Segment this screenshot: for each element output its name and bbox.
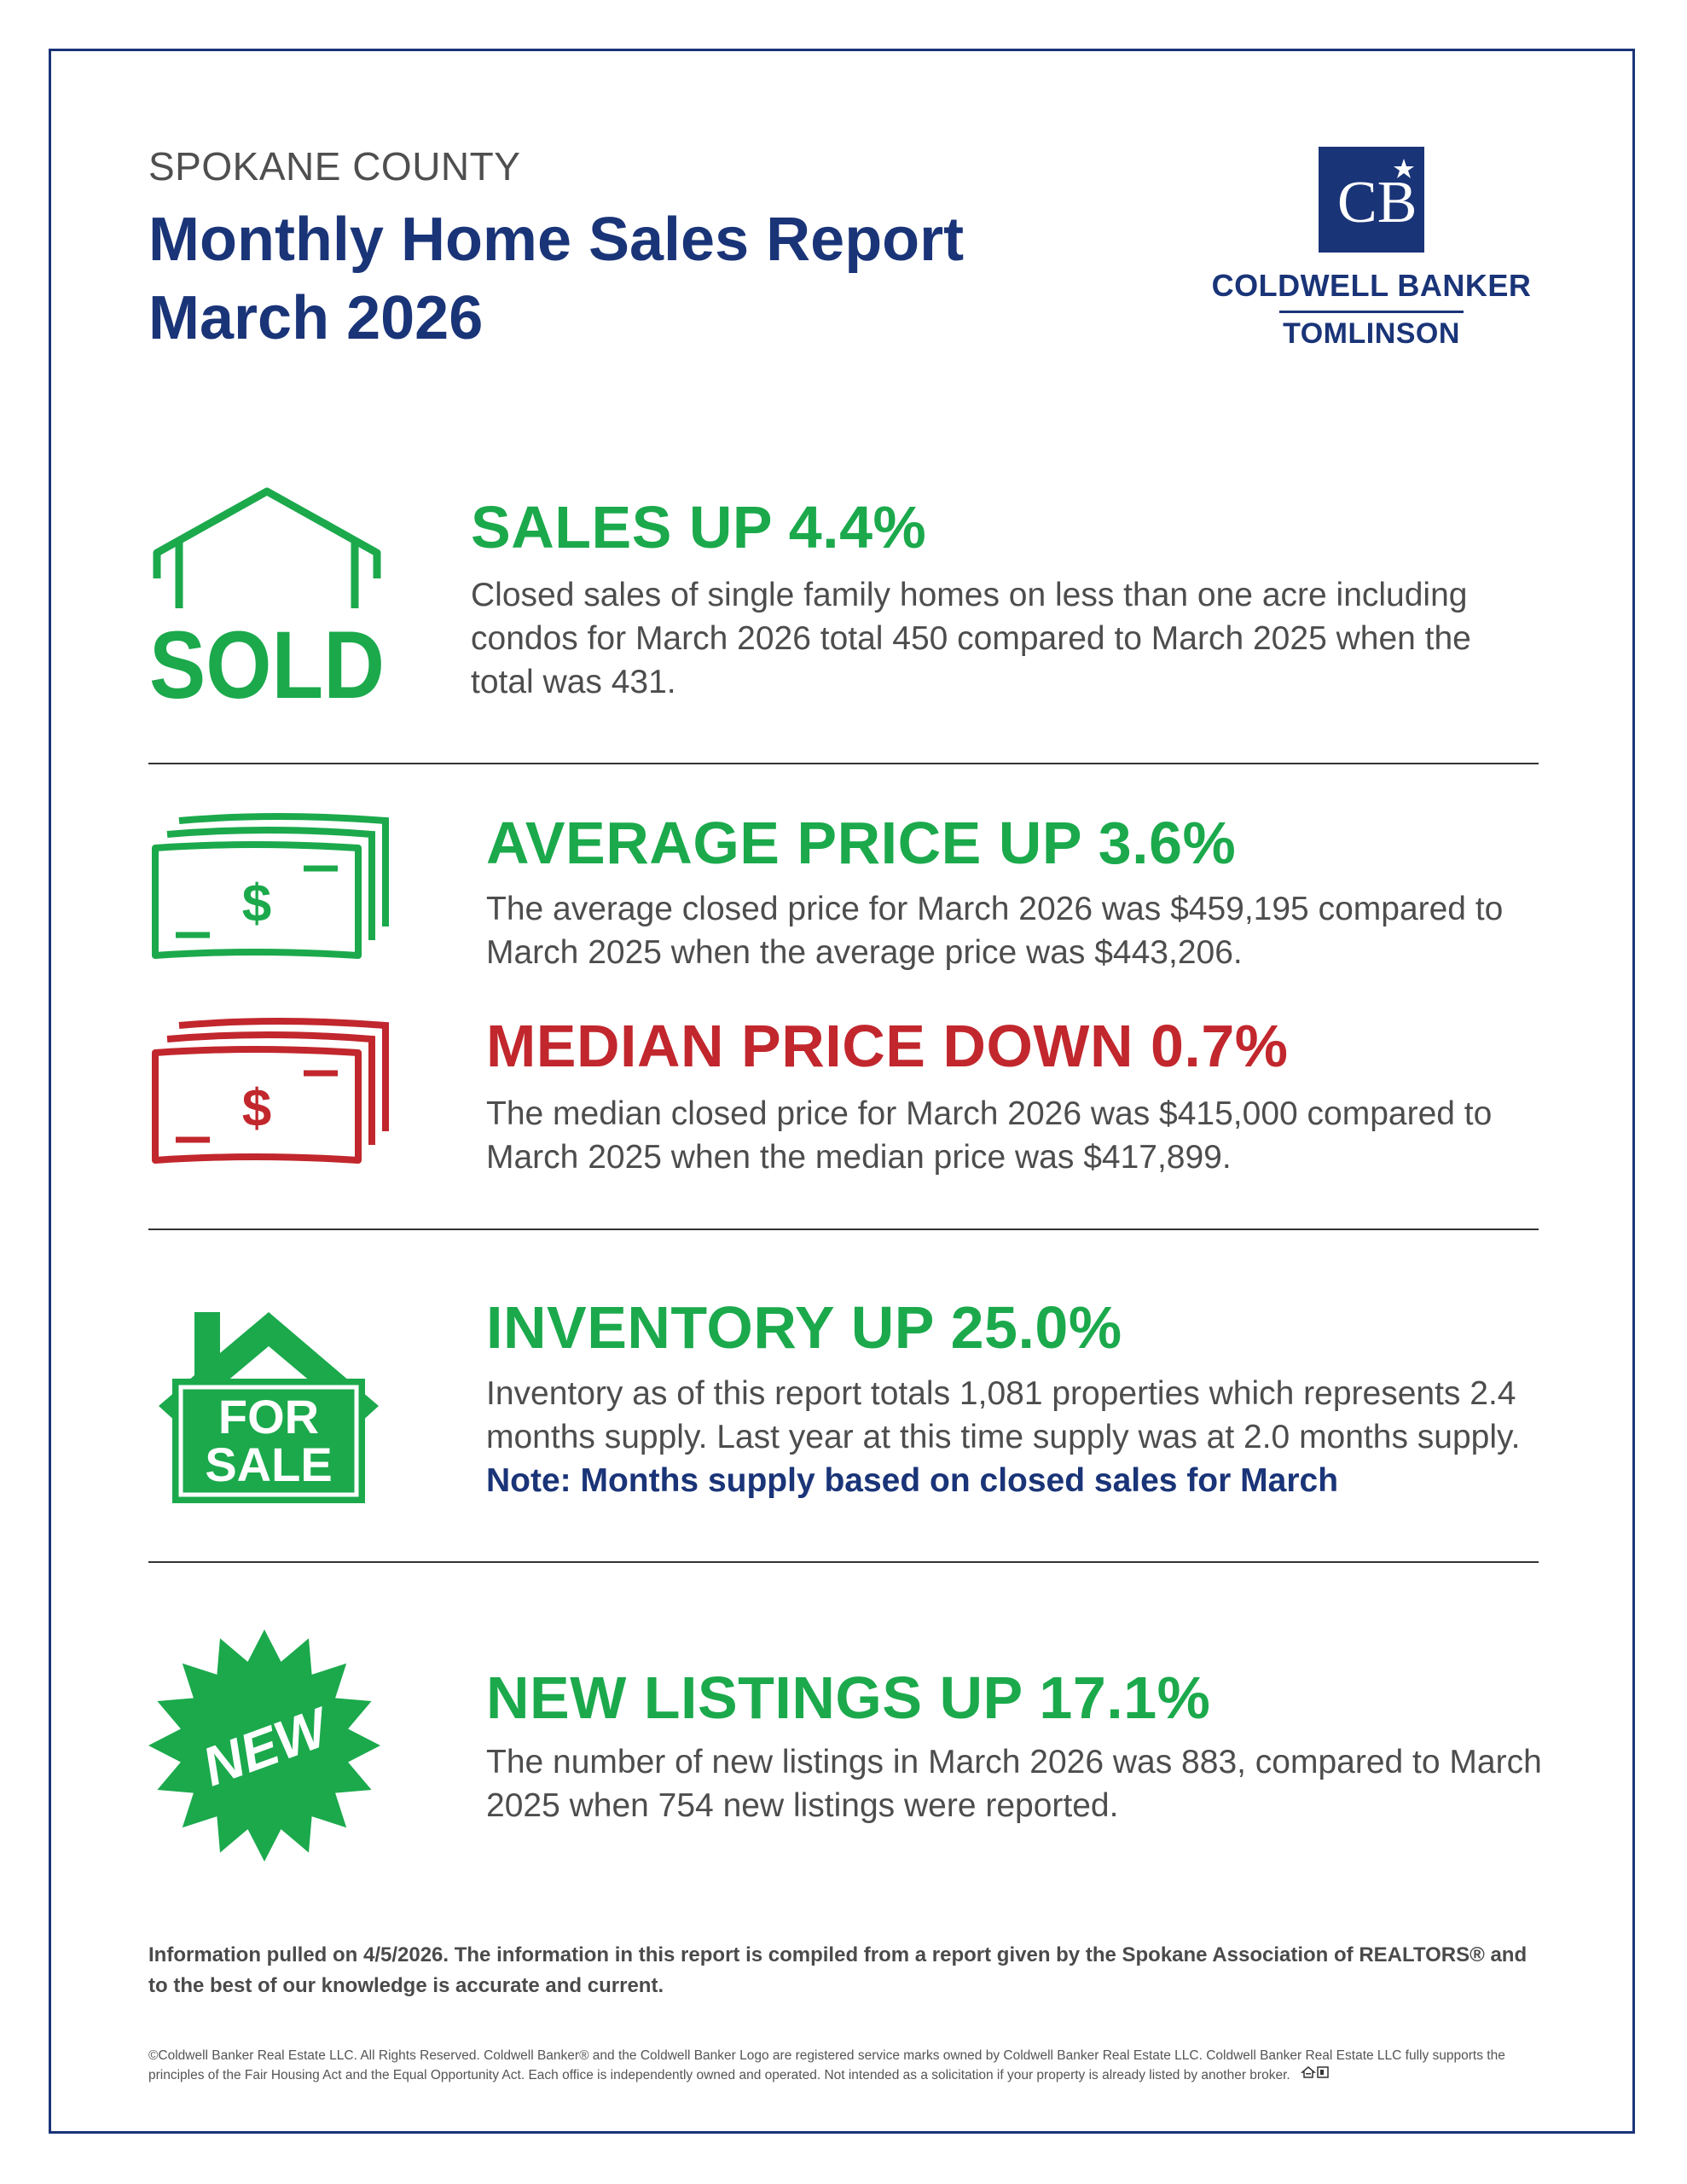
cb-mark-text: CB	[1337, 170, 1417, 235]
sold-house-icon: SOLD	[147, 485, 387, 718]
legal-notice: ©Coldwell Banker Real Estate LLC. All Ri…	[148, 2046, 1547, 2085]
star-icon	[1394, 159, 1414, 178]
section-divider	[148, 763, 1539, 764]
dollar-sign-text: $	[242, 874, 271, 933]
legal-notice-text: ©Coldwell Banker Real Estate LLC. All Ri…	[148, 2048, 1505, 2082]
page-title: Monthly Home Sales Report March 2026	[148, 200, 964, 357]
for-sale-house-icon: FOR SALE	[147, 1287, 391, 1510]
title-line-2: March 2026	[148, 284, 484, 352]
coldwell-banker-logo: CB COLDWELL BANKER TOMLINSON	[1201, 147, 1542, 351]
data-source-disclaimer: Information pulled on 4/5/2026. The info…	[148, 1943, 1528, 1997]
logo-brand-name: COLDWELL BANKER	[1211, 268, 1532, 303]
new-starburst-icon: NEW	[147, 1628, 382, 1863]
sale-text: SALE	[205, 1438, 332, 1491]
sold-icon-text: SOLD	[149, 612, 385, 706]
average-price-heading: AVERAGE PRICE UP 3.6%	[486, 810, 1237, 876]
median-price-heading: MEDIAN PRICE DOWN 0.7%	[486, 1013, 1289, 1079]
sales-body: Closed sales of single family homes on l…	[471, 577, 1471, 700]
red-cash-icon: $	[147, 1015, 394, 1170]
inventory-heading: INVENTORY UP 25.0%	[486, 1294, 1122, 1361]
inventory-note: Note: Months supply based on closed sale…	[486, 1462, 1339, 1499]
title-line-1: Monthly Home Sales Report	[148, 206, 965, 274]
county-label: SPOKANE COUNTY	[148, 144, 521, 189]
for-text: FOR	[218, 1390, 319, 1443]
page-border	[49, 49, 1635, 2134]
green-cash-icon: $	[147, 810, 394, 966]
inventory-body-text: Inventory as of this report totals 1,081…	[486, 1375, 1521, 1455]
new-listings-body: The number of new listings in March 2026…	[486, 1744, 1542, 1824]
logo-office-name: TOMLINSON	[1283, 317, 1460, 350]
average-price-body: The average closed price for March 2026 …	[486, 891, 1504, 971]
section-divider	[148, 1561, 1539, 1563]
section-divider	[148, 1228, 1539, 1230]
new-listings-heading: NEW LISTINGS UP 17.1%	[486, 1664, 1211, 1731]
logo-rule	[1279, 311, 1464, 313]
dollar-sign-text: $	[242, 1079, 271, 1138]
inventory-body: Inventory as of this report totals 1,081…	[486, 1372, 1552, 1502]
cb-logo-mark-icon: CB	[1319, 147, 1424, 253]
median-price-body: The median closed price for March 2026 w…	[486, 1095, 1493, 1176]
equal-housing-icon	[1300, 2065, 1330, 2085]
sales-heading: SALES UP 4.4%	[471, 494, 927, 561]
